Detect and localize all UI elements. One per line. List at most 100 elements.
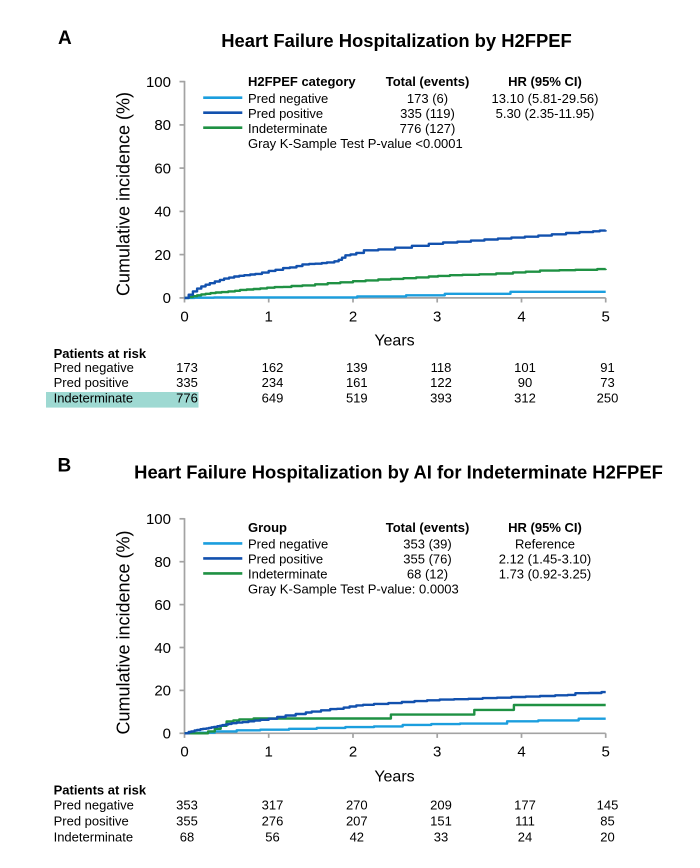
svg-text:173 (6): 173 (6) [407,91,448,106]
svg-text:Gray K-Sample Test P-value: 0.: Gray K-Sample Test P-value: 0.0003 [248,582,459,597]
svg-text:Years: Years [374,769,414,786]
svg-text:0: 0 [163,726,171,743]
svg-text:33: 33 [434,829,448,844]
svg-text:42: 42 [350,829,364,844]
svg-text:HR (95% CI): HR (95% CI) [508,74,582,89]
svg-text:151: 151 [430,814,452,829]
svg-text:Pred positive: Pred positive [248,106,323,121]
svg-text:1.73 (0.92-3.25): 1.73 (0.92-3.25) [499,567,592,582]
svg-text:0: 0 [163,290,171,307]
svg-text:Patients at risk: Patients at risk [54,346,147,361]
svg-text:Pred negative: Pred negative [54,798,134,813]
svg-text:250: 250 [597,390,619,405]
svg-text:355: 355 [176,814,198,829]
svg-text:Pred positive: Pred positive [54,375,129,390]
svg-text:139: 139 [346,360,368,375]
svg-text:Total (events): Total (events) [386,74,470,89]
svg-text:0: 0 [180,308,188,325]
svg-text:Cumulative incidence (%): Cumulative incidence (%) [114,530,134,734]
svg-text:Pred negative: Pred negative [248,537,328,552]
svg-text:73: 73 [600,375,614,390]
svg-text:145: 145 [597,798,619,813]
svg-text:276: 276 [262,814,284,829]
svg-text:Indeterminate: Indeterminate [248,567,328,582]
svg-text:393: 393 [430,390,452,405]
svg-text:270: 270 [346,798,368,813]
svg-text:234: 234 [262,375,284,390]
svg-text:Years: Years [374,333,414,350]
svg-text:13.10 (5.81-29.56): 13.10 (5.81-29.56) [492,91,599,106]
svg-text:317: 317 [262,798,284,813]
svg-text:85: 85 [600,814,614,829]
svg-text:312: 312 [514,390,536,405]
svg-text:Heart Failure Hospitalization: Heart Failure Hospitalization by AI for … [134,461,663,482]
svg-text:161: 161 [346,375,368,390]
svg-text:4: 4 [517,308,525,325]
svg-text:Heart Failure Hospitalization: Heart Failure Hospitalization by H2FPEF [221,30,572,51]
svg-text:101: 101 [514,360,536,375]
svg-text:3: 3 [433,744,441,761]
svg-text:80: 80 [154,554,171,571]
svg-text:24: 24 [518,829,532,844]
svg-text:68: 68 [180,829,194,844]
svg-text:519: 519 [346,390,368,405]
svg-text:B: B [58,456,72,477]
svg-text:649: 649 [262,390,284,405]
svg-text:353 (39): 353 (39) [403,537,451,552]
svg-text:Cumulative incidence (%): Cumulative incidence (%) [114,92,134,296]
svg-text:Indeterminate: Indeterminate [54,829,134,844]
svg-text:122: 122 [430,375,452,390]
svg-text:Pred negative: Pred negative [54,360,134,375]
svg-text:90: 90 [518,375,532,390]
svg-text:162: 162 [262,360,284,375]
svg-text:Total (events): Total (events) [386,520,470,535]
svg-text:A: A [58,28,72,49]
svg-text:0: 0 [180,744,188,761]
svg-text:335: 335 [176,375,198,390]
svg-text:335 (119): 335 (119) [400,106,455,121]
svg-text:Indeterminate: Indeterminate [248,121,328,136]
svg-text:5: 5 [602,308,610,325]
svg-text:118: 118 [431,360,452,375]
svg-text:209: 209 [430,798,452,813]
svg-text:4: 4 [517,744,525,761]
svg-text:Indeterminate: Indeterminate [54,390,134,405]
svg-text:40: 40 [154,204,171,221]
svg-text:Group: Group [248,520,287,535]
svg-text:100: 100 [146,74,171,91]
svg-text:5.30 (2.35-11.95): 5.30 (2.35-11.95) [496,106,595,121]
svg-text:40: 40 [154,640,171,657]
svg-text:776 (127): 776 (127) [400,121,456,136]
svg-text:20: 20 [154,247,171,264]
svg-text:Gray K-Sample Test P-value <0.: Gray K-Sample Test P-value <0.0001 [248,136,463,151]
svg-text:100: 100 [146,511,171,528]
svg-text:1: 1 [265,744,273,761]
svg-text:80: 80 [154,117,171,134]
svg-text:91: 91 [600,360,614,375]
svg-text:3: 3 [433,308,441,325]
svg-text:Pred positive: Pred positive [54,814,129,829]
svg-text:Patients at risk: Patients at risk [54,783,147,798]
svg-text:Pred positive: Pred positive [248,552,323,567]
svg-text:HR (95% CI): HR (95% CI) [508,520,582,535]
svg-text:2: 2 [349,308,357,325]
svg-text:H2FPEF category: H2FPEF category [248,74,356,89]
svg-text:20: 20 [154,683,171,700]
svg-text:173: 173 [176,360,198,375]
svg-text:60: 60 [154,597,171,614]
svg-text:60: 60 [154,160,171,177]
svg-text:207: 207 [346,814,368,829]
svg-text:355 (76): 355 (76) [403,552,451,567]
svg-text:5: 5 [602,744,610,761]
svg-text:1: 1 [265,308,273,325]
svg-text:776: 776 [176,390,198,405]
svg-text:56: 56 [265,829,279,844]
svg-text:177: 177 [514,798,536,813]
svg-text:Pred negative: Pred negative [248,91,328,106]
svg-text:2.12 (1.45-3.10): 2.12 (1.45-3.10) [499,552,592,567]
svg-text:Reference: Reference [515,537,575,552]
svg-text:20: 20 [600,829,614,844]
svg-text:353: 353 [176,798,198,813]
svg-text:68 (12): 68 (12) [407,567,448,582]
svg-text:111: 111 [515,814,535,829]
